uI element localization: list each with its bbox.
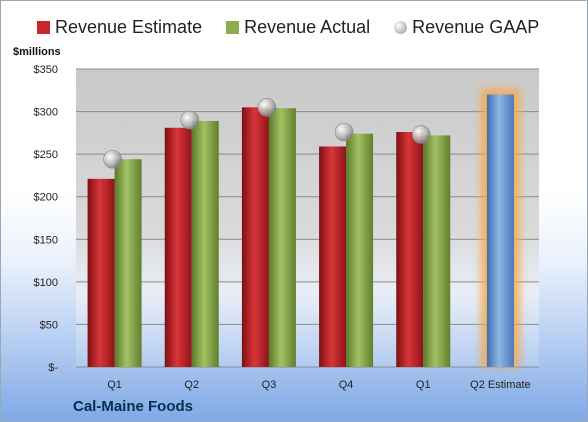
gaap-point	[180, 110, 200, 130]
y-tick-label: $250	[34, 149, 58, 161]
y-axis-unit-label: $millions	[13, 46, 61, 58]
bar-actual	[268, 108, 296, 367]
y-tick-label: $200	[34, 192, 58, 204]
y-tick-label: $50	[40, 319, 58, 331]
legend-item-actual: Revenue Actual	[226, 17, 370, 38]
y-tick-label: $150	[34, 234, 58, 246]
bar-estimate	[164, 127, 192, 368]
legend-swatch-actual	[226, 20, 240, 34]
legend-label-gaap: Revenue GAAP	[412, 16, 540, 37]
y-tick-label: $100	[34, 277, 58, 289]
legend-label-actual: Revenue Actual	[244, 16, 371, 37]
legend-item-estimate: Revenue Estimate	[37, 17, 202, 38]
y-axis-ticks: $- $50 $100 $150 $200 $250 $300 $350	[34, 64, 59, 374]
legend: Revenue Estimate Revenue Actual Revenue …	[37, 15, 563, 39]
bar-estimate	[319, 146, 347, 367]
legend-swatch-estimate	[37, 20, 50, 34]
legend-swatch-gaap	[394, 20, 408, 34]
bar-estimate-highlight	[486, 94, 514, 368]
x-tick-label: Q4	[339, 379, 354, 391]
bars	[87, 94, 514, 368]
legend-label-estimate: Revenue Estimate	[55, 16, 203, 37]
x-tick-label: Q2	[184, 379, 199, 391]
y-tick-label: $-	[48, 362, 58, 374]
gaap-point	[411, 125, 431, 144]
y-tick-label: $350	[34, 64, 58, 76]
company-name: Cal-Maine Foods	[73, 398, 194, 415]
bar-estimate	[241, 107, 269, 368]
legend-item-gaap: Revenue GAAP	[394, 17, 539, 38]
bar-estimate	[396, 132, 424, 367]
gaap-point	[334, 122, 354, 142]
bar-actual	[191, 120, 219, 368]
gaap-point	[103, 149, 122, 169]
grid-lines	[76, 68, 539, 368]
plot-area-background	[76, 69, 539, 367]
x-tick-label: Q2 Estimate	[470, 379, 531, 391]
bar-actual	[423, 135, 451, 367]
x-axis-ticks: Q1 Q2 Q3 Q4 Q1 Q2 Estimate	[107, 379, 530, 391]
x-tick-label: Q1	[416, 379, 431, 391]
x-tick-label: Q1	[107, 379, 122, 391]
bar-actual	[346, 133, 374, 367]
bar-estimate	[87, 178, 115, 367]
y-tick-label: $300	[34, 107, 58, 119]
bar-actual	[114, 159, 142, 367]
gaap-point	[257, 98, 277, 117]
gaap-markers	[103, 98, 431, 169]
x-tick-label: Q3	[262, 379, 277, 391]
